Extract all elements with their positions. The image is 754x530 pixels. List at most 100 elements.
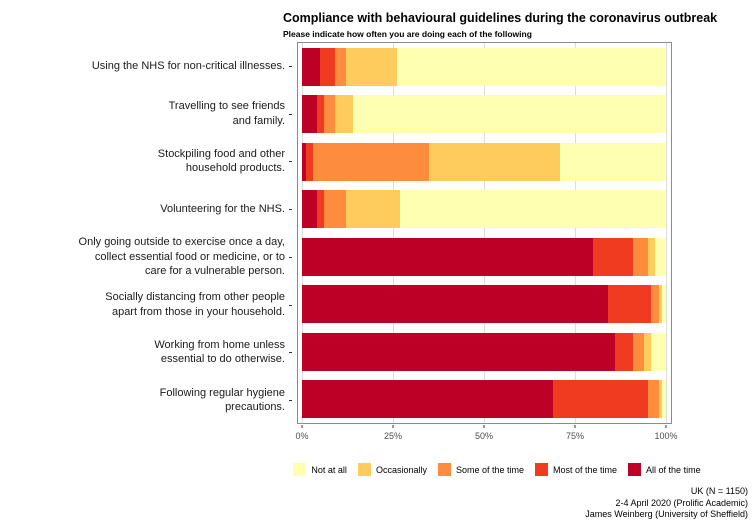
bar-row xyxy=(302,186,666,234)
category-label: Only going outside to exercise once a da… xyxy=(0,233,294,281)
bar-segment xyxy=(302,285,608,324)
bar-row xyxy=(302,233,666,281)
bar-segment xyxy=(302,380,554,419)
gridline xyxy=(302,43,303,423)
legend-item: Most of the time xyxy=(535,463,617,476)
bar-segment xyxy=(305,142,313,181)
y-axis-labels: Using the NHS for non-critical illnesses… xyxy=(0,42,294,424)
x-tick-mark xyxy=(301,425,303,428)
bar-row xyxy=(302,281,666,329)
stacked-bar xyxy=(302,237,666,276)
bar-segment xyxy=(396,47,666,86)
bar-row xyxy=(302,91,666,139)
category-label: Stockpiling food and other household pro… xyxy=(0,138,294,186)
legend-label: Not at all xyxy=(311,464,347,475)
gridline xyxy=(666,43,667,423)
category-label: Travelling to see friends and family. xyxy=(0,90,294,138)
stacked-bar xyxy=(302,380,666,419)
stacked-bar xyxy=(302,47,666,86)
category-label: Working from home unless essential to do… xyxy=(0,329,294,377)
bar-segment xyxy=(334,95,353,134)
bar-segment xyxy=(560,142,666,181)
category-label: Using the NHS for non-critical illnesses… xyxy=(0,42,294,90)
stacked-bar xyxy=(302,142,666,181)
x-tick-mark xyxy=(574,425,576,428)
bar-segment xyxy=(312,142,430,181)
x-tick-mark xyxy=(392,425,394,428)
caption-line-sample: UK (N = 1150) xyxy=(690,486,748,496)
chart-legend: Not at all Occasionally Some of the time Mo… xyxy=(240,463,754,476)
gridline xyxy=(484,43,485,423)
bar-segment xyxy=(323,95,335,134)
bar-segment xyxy=(658,285,663,324)
bar-segment xyxy=(607,285,652,324)
legend-label: Most of the time xyxy=(553,464,618,475)
legend-swatch xyxy=(535,463,549,476)
bar-segment xyxy=(302,47,321,86)
bar-segment xyxy=(316,190,324,229)
bar-segment xyxy=(615,332,634,371)
bar-segment xyxy=(658,380,663,419)
chart-caption: UK (N = 1150) 2-4 April 2020 (Prolific A… xyxy=(585,486,748,521)
legend-swatch xyxy=(357,463,371,476)
x-tick-label: 75% xyxy=(565,431,585,441)
bar-segment xyxy=(662,380,666,419)
bar-row xyxy=(302,328,666,376)
x-tick-label: 0% xyxy=(295,431,309,441)
x-tick-label: 100% xyxy=(654,431,678,441)
bar-segment xyxy=(593,237,634,276)
plot-panel xyxy=(297,42,672,424)
bar-segment xyxy=(320,47,335,86)
x-tick-label: 25% xyxy=(383,431,403,441)
bar-segment xyxy=(553,380,648,419)
bar-segment xyxy=(647,380,659,419)
stacked-bar xyxy=(302,190,666,229)
bar-segment xyxy=(651,332,666,371)
stacked-bar xyxy=(302,332,666,371)
bar-segment xyxy=(302,332,616,371)
bar-segment xyxy=(302,142,306,181)
bar-segment xyxy=(633,332,645,371)
legend-item: Occasionally xyxy=(357,463,427,476)
bar-segment xyxy=(400,190,666,229)
chart-subtitle: Please indicate how often you are doing … xyxy=(283,29,532,39)
category-label: Volunteering for the NHS. xyxy=(0,185,294,233)
chart-title: Compliance with behavioural guidelines d… xyxy=(283,11,718,25)
caption-line-author: James Weinberg (University of Sheffield) xyxy=(585,509,748,519)
stacked-bar xyxy=(302,95,666,134)
plot-panel-inner xyxy=(302,43,667,423)
category-label: Following regular hygiene precautions. xyxy=(0,376,294,424)
legend-item: Not at all xyxy=(293,463,347,476)
bar-segment xyxy=(334,47,346,86)
x-axis: 0% 25% 50% 75% 100% xyxy=(295,425,678,443)
x-tick-mark xyxy=(483,425,485,428)
bar-segment xyxy=(302,190,317,229)
gridline xyxy=(393,43,394,423)
bar-segment xyxy=(651,285,659,324)
bar-segment xyxy=(323,190,346,229)
bar-row xyxy=(302,43,666,91)
bar-segment xyxy=(644,332,652,371)
bar-segment xyxy=(647,237,656,276)
x-tick-mark xyxy=(665,425,667,428)
bar-segment xyxy=(429,142,561,181)
legend-swatch xyxy=(437,463,451,476)
legend-swatch xyxy=(628,463,642,476)
x-tick-label: 50% xyxy=(474,431,494,441)
legend-swatch xyxy=(293,463,307,476)
bar-segment xyxy=(633,237,648,276)
legend-label: All of the time xyxy=(646,464,701,475)
bar-segment xyxy=(345,47,397,86)
caption-line-date: 2-4 April 2020 (Prolific Academic) xyxy=(615,497,748,508)
bar-segment xyxy=(302,95,317,134)
legend-item: Some of the time xyxy=(437,463,525,476)
stacked-bar xyxy=(302,285,666,324)
bar-segment xyxy=(302,237,594,276)
bar-segment xyxy=(655,237,666,276)
legend-label: Some of the time xyxy=(455,464,525,475)
bar-segment xyxy=(352,95,666,134)
legend-item: All of the time xyxy=(628,463,701,476)
bar-segment xyxy=(316,95,324,134)
bar-rows xyxy=(302,43,666,423)
